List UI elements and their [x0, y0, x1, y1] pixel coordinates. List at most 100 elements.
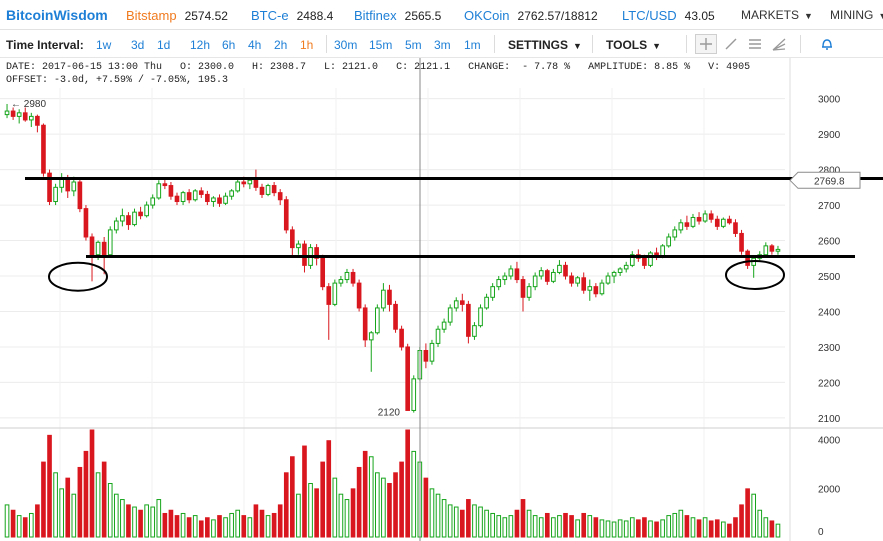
interval-5m[interactable]: 5m	[405, 38, 422, 52]
candle-body	[727, 218, 732, 224]
candle-body	[247, 179, 253, 185]
ticker-ltc-usd[interactable]: LTC/USD 43.05	[622, 8, 715, 23]
candle-body	[332, 282, 338, 305]
candle-body	[629, 254, 635, 266]
interval-6h[interactable]: 6h	[222, 38, 236, 52]
candle-body	[253, 179, 259, 188]
volume-bar	[332, 477, 338, 538]
candle-body	[150, 197, 156, 206]
candle-body	[569, 275, 574, 284]
candle-body	[660, 245, 665, 257]
tools-menu[interactable]: TOOLS ▼	[606, 38, 661, 52]
candle-body	[223, 195, 228, 204]
candle-body	[47, 172, 52, 203]
candle-body	[186, 192, 192, 201]
volume-bar	[387, 483, 392, 538]
volume-bar	[733, 517, 738, 538]
volume-bar	[557, 515, 562, 538]
interval-1w[interactable]: 1w	[96, 38, 112, 52]
low-price-annotation: 2120	[378, 408, 401, 419]
volume-bar	[356, 466, 362, 538]
chart-annotations: ← 2980 2120	[11, 58, 883, 541]
volume-bar	[447, 504, 453, 538]
toolbar-divider	[800, 35, 801, 53]
candle-body	[4, 110, 10, 116]
candle-body	[599, 282, 605, 295]
price-tick-label: 2700	[818, 201, 841, 212]
candle-body	[198, 190, 204, 195]
volume-bar	[551, 517, 556, 538]
candle-body	[399, 328, 404, 348]
volume-bar	[28, 512, 34, 538]
volume-bar	[192, 515, 198, 538]
volume-bar	[696, 519, 702, 538]
fan-icon[interactable]	[768, 34, 790, 54]
volume-bar	[338, 493, 344, 538]
volume-bar	[739, 504, 744, 538]
volume-bar	[441, 499, 447, 538]
volume-bar	[217, 515, 222, 538]
volume-bar	[302, 445, 307, 538]
interval-3m[interactable]: 3m	[434, 38, 451, 52]
volume-bar	[575, 519, 580, 538]
brand-logo[interactable]: BitcoinWisdom	[6, 7, 108, 23]
interval-1h[interactable]: 1h	[300, 38, 314, 52]
volume-bar	[235, 509, 241, 538]
crosshair-icon[interactable]	[695, 34, 717, 54]
ticker-btc-e[interactable]: BTC-e 2488.4	[251, 8, 333, 23]
volume-tick-label: 2000	[818, 484, 841, 495]
interval-3d[interactable]: 3d	[131, 38, 145, 52]
volume-bar	[59, 488, 64, 538]
volume-bar	[16, 515, 22, 538]
candle-body	[502, 275, 508, 281]
current-price-label: 2769.8	[814, 176, 845, 187]
volume-bar	[466, 499, 471, 538]
candle-body	[563, 264, 568, 277]
candle-body	[381, 289, 386, 309]
candle-body	[144, 204, 149, 217]
candle-body	[217, 197, 222, 204]
candle-body	[447, 307, 453, 323]
markets-menu[interactable]: MARKETS ▼	[741, 8, 813, 22]
candle-body	[28, 115, 34, 121]
interval-15m[interactable]: 15m	[369, 38, 393, 52]
candle-body	[544, 270, 550, 282]
volume-bar	[538, 517, 544, 538]
toolbar-divider	[326, 35, 327, 53]
volume-bar	[362, 450, 368, 538]
volume-bar	[132, 506, 137, 538]
volume-bar	[101, 461, 107, 538]
horizontal-lines-icon[interactable]	[744, 34, 766, 54]
volume-bar	[89, 429, 95, 538]
mining-menu[interactable]: MINING ▼	[830, 8, 883, 22]
bell-icon[interactable]	[816, 34, 838, 54]
ticker-bitfinex[interactable]: Bitfinex 2565.5	[354, 8, 441, 23]
interval-1m[interactable]: 1m	[464, 38, 481, 52]
volume-bar	[308, 483, 313, 538]
price-tick-label: 2500	[818, 272, 841, 283]
volume-bar	[296, 493, 301, 538]
candle-body	[16, 112, 22, 117]
candle-body	[733, 222, 738, 234]
interval-30m[interactable]: 30m	[334, 38, 358, 52]
volume-bar	[174, 515, 180, 538]
offset-info-line: OFFSET: -3.0d, +7.59% / -7.05%, 195.3	[6, 75, 229, 86]
chevron-down-icon: ▼	[652, 41, 662, 51]
candle-body	[775, 248, 781, 252]
toolbar-divider	[592, 35, 593, 53]
interval-1d[interactable]: 1d	[157, 38, 171, 52]
settings-menu[interactable]: SETTINGS ▼	[508, 38, 582, 52]
ticker-okcoin[interactable]: OKCoin 2762.57/18812	[464, 8, 598, 23]
interval-12h[interactable]: 12h	[190, 38, 211, 52]
candle-body	[642, 257, 647, 266]
candle-body	[678, 222, 684, 231]
interval-2h[interactable]: 2h	[274, 38, 288, 52]
trendline-icon[interactable]	[720, 34, 742, 54]
volume-bar	[526, 509, 532, 538]
volume-bar	[763, 517, 769, 538]
volume-bar	[745, 488, 750, 538]
ticker-bitstamp[interactable]: Bitstamp 2574.52	[126, 8, 228, 23]
volume-bar	[690, 517, 696, 538]
interval-4h[interactable]: 4h	[248, 38, 262, 52]
